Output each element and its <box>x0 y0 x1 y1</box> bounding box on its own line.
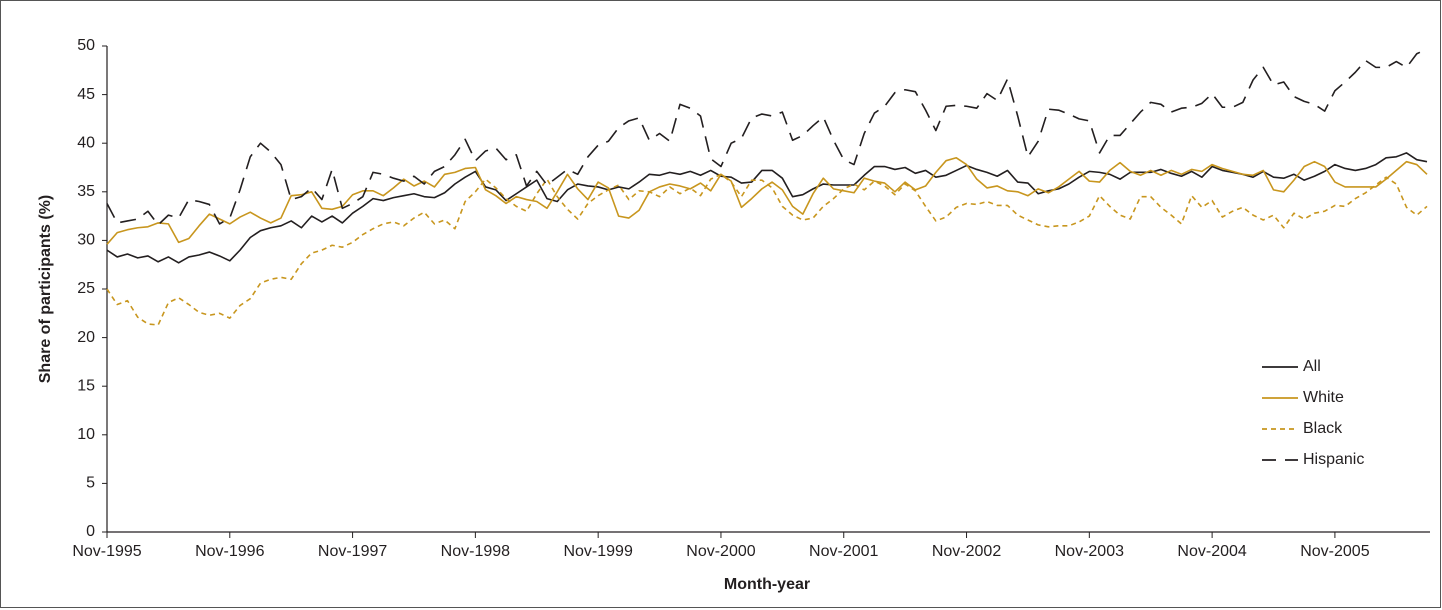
y-tick-label: 35 <box>77 183 95 200</box>
legend-label: White <box>1303 389 1344 406</box>
y-tick-label: 45 <box>77 86 95 103</box>
x-tick-label: Nov-1998 <box>441 543 510 560</box>
y-tick-label: 40 <box>77 134 95 151</box>
x-tick-label: Nov-2002 <box>932 543 1001 560</box>
y-tick-label: 5 <box>86 475 95 492</box>
legend-label: Black <box>1303 420 1343 437</box>
x-axis-title: Month-year <box>724 576 810 593</box>
legend-label: Hispanic <box>1303 451 1364 468</box>
y-tick-label: 0 <box>86 523 95 540</box>
x-tick-label: Nov-2005 <box>1300 543 1369 560</box>
x-tick-label: Nov-1996 <box>195 543 264 560</box>
x-tick-label: Nov-2003 <box>1055 543 1124 560</box>
series-line <box>106 152 1428 264</box>
x-tick-label: Nov-2001 <box>809 543 878 560</box>
y-tick-label: 15 <box>77 377 95 394</box>
series-line <box>106 156 1428 245</box>
x-tick-label: Nov-1999 <box>563 543 632 560</box>
y-axis-title: Share of participants (%) <box>37 195 54 383</box>
x-tick-label: Nov-1997 <box>318 543 387 560</box>
y-tick-label: 30 <box>77 232 95 249</box>
y-tick-label: 10 <box>77 426 95 443</box>
legend-label: All <box>1303 358 1321 375</box>
x-tick-label: Nov-1995 <box>72 543 141 560</box>
series-line <box>106 48 1428 226</box>
x-tick-label: Nov-2004 <box>1177 543 1246 560</box>
series-line <box>106 173 1428 326</box>
y-tick-label: 50 <box>77 37 95 54</box>
y-tick-label: 20 <box>77 329 95 346</box>
y-tick-label: 25 <box>77 280 95 297</box>
x-tick-label: Nov-2000 <box>686 543 755 560</box>
